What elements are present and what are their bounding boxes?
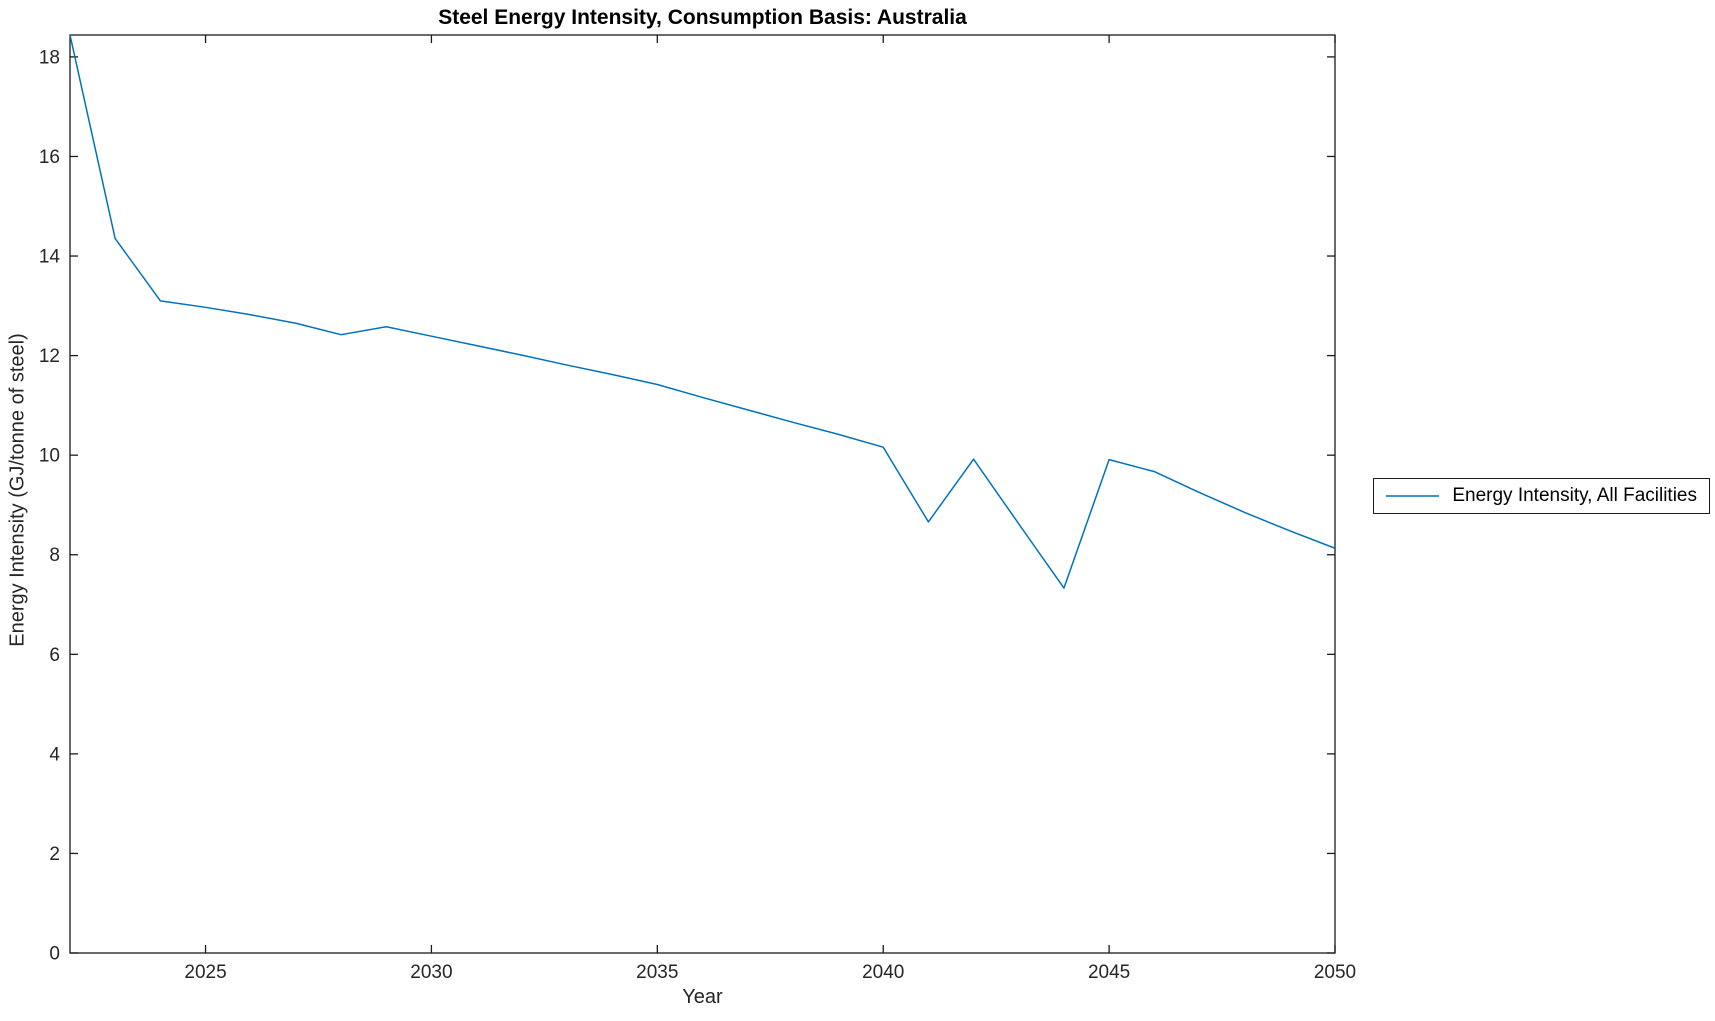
y-tick-label: 14 bbox=[39, 247, 61, 268]
legend-line-sample bbox=[1386, 495, 1440, 497]
series-line bbox=[69, 34, 1336, 589]
x-axis-label: Year bbox=[682, 986, 723, 1008]
x-tick-label: 2035 bbox=[636, 962, 678, 983]
x-tick-label: 2040 bbox=[862, 962, 904, 983]
y-tick-label: 16 bbox=[39, 147, 60, 168]
x-tick-label: 2025 bbox=[184, 962, 226, 983]
x-tick-label: 2045 bbox=[1088, 962, 1130, 983]
chart-title: Steel Energy Intensity, Consumption Basi… bbox=[438, 6, 967, 29]
y-tick-label: 0 bbox=[49, 944, 60, 965]
y-tick-label: 12 bbox=[39, 346, 60, 367]
y-tick-label: 4 bbox=[49, 744, 60, 765]
y-tick-label: 10 bbox=[39, 446, 60, 467]
y-tick-label: 8 bbox=[49, 545, 60, 566]
axes-box bbox=[69, 34, 1336, 954]
legend-entry-label: Energy Intensity, All Facilities bbox=[1452, 485, 1697, 506]
y-tick-label: 6 bbox=[49, 645, 60, 666]
y-tick-label: 18 bbox=[39, 47, 60, 68]
x-tick-label: 2030 bbox=[410, 962, 452, 983]
legend: Energy Intensity, All Facilities bbox=[1373, 478, 1710, 514]
y-tick-label: 2 bbox=[49, 844, 60, 865]
y-axis-label: Energy Intensity (GJ/tonne of steel) bbox=[6, 333, 29, 647]
x-tick-label: 2050 bbox=[1314, 962, 1356, 983]
